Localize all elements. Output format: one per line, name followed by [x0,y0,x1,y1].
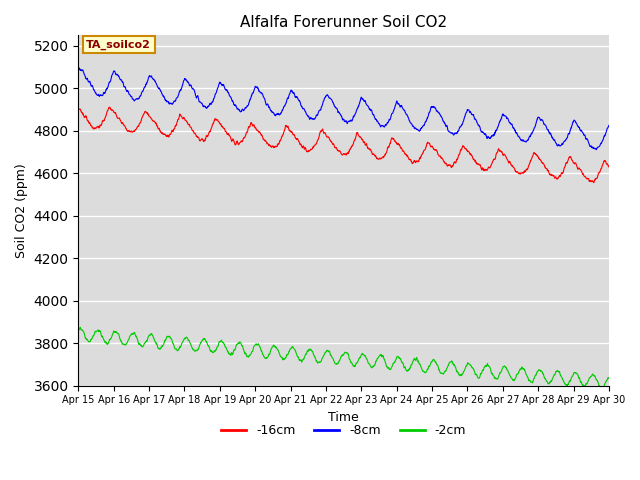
Text: TA_soilco2: TA_soilco2 [86,39,151,50]
Line: -2cm: -2cm [79,327,609,389]
-16cm [573,164,580,170]
-2cm [359,351,367,357]
Line: -8cm: -8cm [79,68,609,150]
-2cm [76,324,84,330]
-8cm [573,121,580,127]
-2cm [498,368,506,373]
-8cm [605,122,612,128]
-2cm [223,346,230,351]
X-axis label: Time: Time [328,411,359,424]
-8cm [223,87,230,93]
-16cm [590,180,598,185]
-16cm [223,130,230,135]
-16cm [605,164,612,170]
Y-axis label: Soil CO2 (ppm): Soil CO2 (ppm) [15,163,28,258]
-16cm [558,170,566,176]
-2cm [558,375,566,381]
Legend: -16cm, -8cm, -2cm: -16cm, -8cm, -2cm [216,420,471,442]
-16cm [371,153,378,158]
-16cm [498,149,506,155]
-8cm [498,115,506,121]
-2cm [75,327,83,333]
-16cm [106,104,113,110]
-2cm [573,371,580,376]
-2cm [371,363,378,369]
-8cm [359,96,367,102]
-8cm [593,147,600,153]
-8cm [558,142,566,147]
-16cm [75,106,83,112]
-2cm [598,386,606,392]
-8cm [371,113,378,119]
Line: -16cm: -16cm [79,107,609,182]
Title: Alfalfa Forerunner Soil CO2: Alfalfa Forerunner Soil CO2 [240,15,447,30]
-8cm [75,65,83,71]
-16cm [359,137,367,143]
-2cm [605,376,612,382]
